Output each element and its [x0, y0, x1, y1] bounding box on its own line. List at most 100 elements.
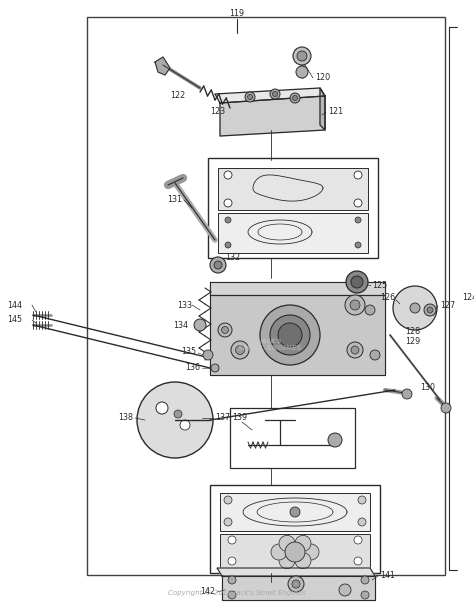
Circle shape — [295, 552, 311, 569]
Text: 130: 130 — [420, 384, 435, 393]
Circle shape — [295, 535, 311, 551]
Text: 119: 119 — [229, 10, 245, 19]
Circle shape — [393, 286, 437, 330]
Text: 131: 131 — [167, 195, 182, 204]
Circle shape — [354, 199, 362, 207]
Circle shape — [288, 576, 304, 592]
Circle shape — [228, 576, 236, 584]
Text: 125: 125 — [372, 281, 387, 290]
Circle shape — [224, 518, 232, 526]
Circle shape — [174, 410, 182, 418]
Circle shape — [361, 591, 369, 599]
Circle shape — [292, 580, 300, 588]
Circle shape — [346, 271, 368, 293]
Bar — [230, 408, 355, 468]
Text: 124: 124 — [462, 293, 474, 302]
Circle shape — [402, 389, 412, 399]
Circle shape — [273, 91, 277, 97]
Text: 139: 139 — [232, 413, 247, 422]
Circle shape — [365, 305, 375, 315]
Circle shape — [137, 382, 213, 458]
Circle shape — [245, 92, 255, 102]
Circle shape — [224, 199, 232, 207]
Circle shape — [228, 536, 236, 544]
Polygon shape — [215, 88, 325, 103]
Circle shape — [225, 242, 231, 248]
Circle shape — [355, 217, 361, 223]
Text: 129: 129 — [405, 338, 420, 347]
Circle shape — [345, 295, 365, 315]
Text: 122: 122 — [170, 91, 185, 99]
Circle shape — [350, 300, 360, 310]
Text: 137: 137 — [215, 413, 230, 422]
Circle shape — [279, 552, 295, 569]
Circle shape — [221, 327, 228, 333]
Bar — [208, 158, 378, 258]
Circle shape — [354, 171, 362, 179]
Circle shape — [361, 576, 369, 584]
Circle shape — [354, 536, 362, 544]
Circle shape — [278, 323, 302, 347]
Bar — [87, 17, 445, 575]
Circle shape — [347, 342, 363, 358]
Circle shape — [292, 96, 298, 100]
Text: 138: 138 — [118, 413, 133, 422]
Text: 120: 120 — [315, 73, 330, 82]
Circle shape — [270, 315, 310, 355]
Polygon shape — [220, 96, 325, 136]
Circle shape — [247, 94, 253, 99]
Bar — [218, 168, 368, 210]
Text: 141: 141 — [380, 571, 395, 580]
Polygon shape — [320, 88, 325, 130]
Circle shape — [358, 496, 366, 504]
Circle shape — [355, 242, 361, 248]
Circle shape — [224, 171, 232, 179]
Circle shape — [228, 591, 236, 599]
Bar — [220, 534, 370, 569]
Circle shape — [297, 51, 307, 61]
Circle shape — [303, 544, 319, 560]
Circle shape — [290, 507, 300, 517]
Polygon shape — [222, 576, 375, 600]
Circle shape — [210, 257, 226, 273]
Circle shape — [410, 303, 420, 313]
Circle shape — [285, 542, 305, 562]
Circle shape — [214, 261, 222, 269]
Polygon shape — [210, 295, 385, 375]
Circle shape — [211, 364, 219, 372]
Circle shape — [328, 433, 342, 447]
Text: Jack's
SMALL ENGINES: Jack's SMALL ENGINES — [238, 339, 302, 352]
Circle shape — [194, 319, 206, 331]
Circle shape — [270, 89, 280, 99]
Circle shape — [236, 345, 245, 355]
Text: 133: 133 — [177, 301, 192, 310]
Circle shape — [271, 544, 287, 560]
Circle shape — [156, 402, 168, 414]
Circle shape — [351, 276, 363, 288]
Circle shape — [370, 350, 380, 360]
Circle shape — [427, 307, 433, 313]
Text: 128: 128 — [405, 327, 420, 336]
Polygon shape — [217, 568, 375, 576]
Circle shape — [203, 350, 213, 360]
Circle shape — [290, 93, 300, 103]
Circle shape — [279, 535, 295, 551]
Text: 136: 136 — [185, 364, 200, 373]
Text: 142: 142 — [200, 587, 215, 597]
Circle shape — [231, 341, 249, 359]
Circle shape — [260, 305, 320, 365]
Polygon shape — [155, 57, 170, 75]
Circle shape — [225, 217, 231, 223]
Text: 135: 135 — [181, 347, 196, 356]
Circle shape — [293, 47, 311, 65]
Text: 144: 144 — [7, 301, 22, 310]
Circle shape — [296, 66, 308, 78]
Circle shape — [180, 420, 190, 430]
Circle shape — [339, 584, 351, 596]
Circle shape — [358, 518, 366, 526]
Bar — [210, 485, 380, 573]
Circle shape — [354, 557, 362, 565]
Polygon shape — [210, 282, 385, 295]
Circle shape — [218, 323, 232, 337]
Text: 121: 121 — [328, 108, 343, 117]
